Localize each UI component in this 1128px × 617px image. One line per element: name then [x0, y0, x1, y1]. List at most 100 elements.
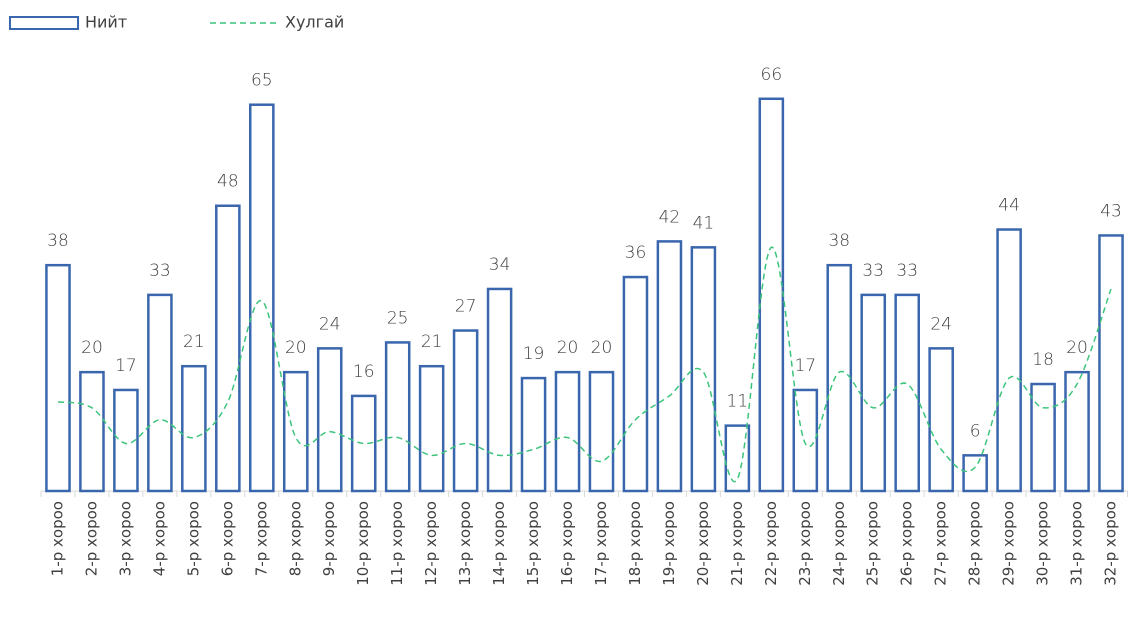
x-tick-label: 6-р хороо [218, 501, 236, 576]
x-tick-label: 24-р хороо [830, 501, 848, 586]
x-tick-label: 23-р хороо [796, 501, 814, 586]
x-tick-label: 32-р хороо [1102, 501, 1120, 586]
x-tick-label: 27-р хороо [932, 501, 950, 586]
bar [1064, 370, 1090, 493]
data-label: 33 [862, 261, 884, 281]
x-tick-label: 19-р хороо [660, 501, 678, 586]
data-label: 19 [523, 344, 545, 364]
data-label: 33 [896, 261, 918, 281]
x-tick-label: 25-р хороо [864, 501, 882, 586]
x-tick-label: 21-р хороо [728, 501, 746, 586]
x-tick-label: 15-р хороо [524, 501, 542, 586]
bar [860, 293, 887, 493]
x-tick-label: 22-р хороо [762, 501, 780, 586]
x-tick-label: 20-р хороо [694, 501, 712, 586]
data-label: 44 [998, 196, 1020, 216]
data-label: 41 [693, 213, 715, 233]
x-tick-label: 29-р хороо [1000, 501, 1018, 586]
data-label: 36 [625, 243, 647, 263]
x-tick-label: 9-р хороо [320, 501, 338, 576]
x-tick-label: 3-р хороо [116, 501, 134, 576]
bar [792, 388, 819, 493]
bar [316, 347, 343, 493]
bar [1098, 234, 1124, 493]
data-label: 42 [659, 207, 681, 227]
legend-label: Нийт [85, 13, 127, 32]
bar [724, 424, 751, 493]
x-tick-label: 11-р хороо [388, 501, 406, 586]
bar [758, 97, 785, 493]
bar [656, 240, 683, 493]
bar [588, 370, 615, 493]
data-label: 20 [591, 338, 613, 358]
data-label: 20 [1066, 338, 1088, 358]
x-tick-label: 12-р хороо [422, 501, 440, 586]
legend-swatch [9, 16, 79, 30]
data-label: 20 [557, 338, 579, 358]
data-label: 11 [727, 392, 749, 412]
x-tick-label: 13-р хороо [456, 501, 474, 586]
x-tick-label: 18-р хороо [626, 501, 644, 586]
data-label: 18 [1032, 350, 1054, 370]
x-tick-label: 16-р хороо [558, 501, 576, 586]
bar [452, 329, 479, 493]
bar [996, 228, 1022, 493]
bar [384, 341, 411, 493]
bar [113, 388, 139, 493]
bar [215, 204, 241, 493]
x-tick-label: 14-р хороо [490, 501, 508, 586]
data-label: 33 [149, 261, 171, 281]
x-tick-label: 30-р хороо [1034, 501, 1052, 586]
bar [622, 275, 649, 493]
data-label: 17 [115, 356, 137, 376]
data-label: 21 [421, 332, 443, 352]
data-label: 48 [217, 172, 239, 192]
bar [962, 454, 988, 493]
data-label: 20 [285, 338, 307, 358]
bar [894, 293, 921, 493]
x-tick-label: 2-р хороо [82, 501, 100, 576]
x-tick-label: 31-р хороо [1068, 501, 1086, 586]
x-tick-label: 8-р хороо [286, 501, 304, 576]
x-tick-label: 7-р хороо [252, 501, 270, 576]
bar [1030, 382, 1056, 493]
bar [928, 347, 954, 493]
bar [690, 246, 717, 493]
x-tick-label: 10-р хороо [354, 501, 372, 586]
data-label: 25 [387, 308, 409, 328]
bar [45, 263, 71, 493]
data-label: 38 [47, 231, 69, 251]
bar [248, 103, 275, 493]
bar [486, 287, 513, 493]
data-label: 24 [930, 314, 952, 334]
x-tick-label: 26-р хороо [898, 501, 916, 586]
bar [79, 370, 105, 493]
legend: Нийт Хулгай [9, 13, 344, 32]
data-label: 43 [1100, 201, 1122, 221]
bar [147, 293, 173, 493]
data-label: 20 [81, 338, 103, 358]
x-tick-label: 17-р хороо [592, 501, 610, 586]
x-tick-label: 4-р хороо [150, 501, 168, 576]
data-label: 34 [489, 255, 511, 275]
bar [282, 370, 309, 493]
data-label: 16 [353, 362, 375, 382]
x-tick-label: 1-р хороо [48, 501, 66, 576]
bar [418, 364, 445, 493]
bar [826, 263, 853, 493]
data-label: 21 [183, 332, 205, 352]
data-label: 27 [455, 297, 477, 317]
x-tick-label: 28-р хороо [966, 501, 984, 586]
data-label: 6 [970, 421, 981, 441]
data-label: 66 [761, 65, 783, 85]
data-label: 65 [251, 71, 273, 91]
data-label: 17 [794, 356, 816, 376]
bar [520, 376, 547, 493]
data-label: 24 [319, 314, 341, 334]
x-tick-label: 5-р хороо [184, 501, 202, 576]
data-label: 38 [828, 231, 850, 251]
bar [554, 370, 581, 493]
bar [181, 364, 207, 493]
legend-label: Хулгай [285, 13, 344, 32]
